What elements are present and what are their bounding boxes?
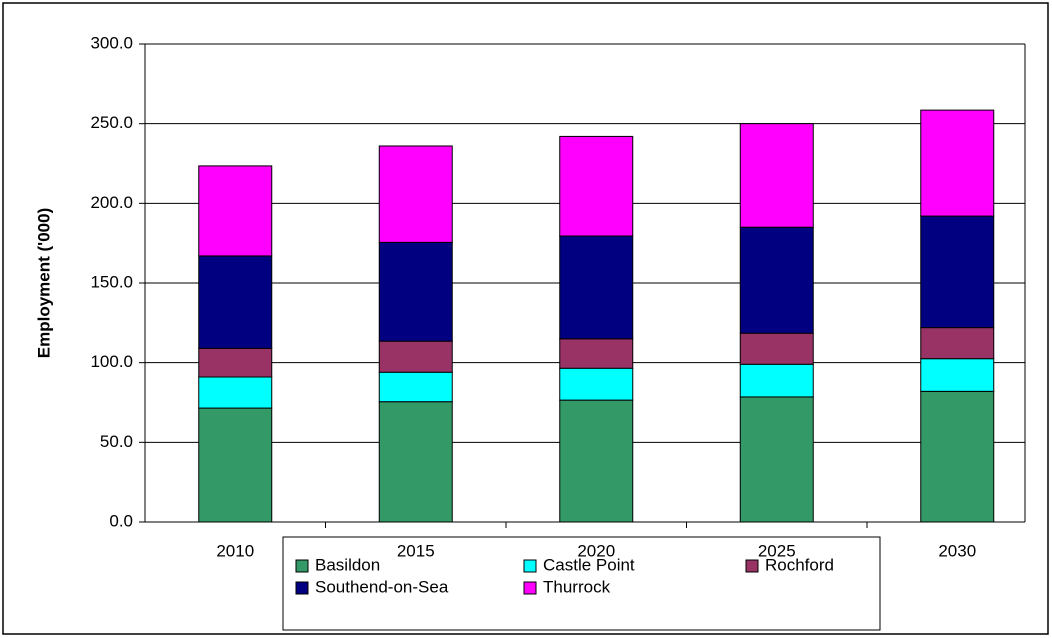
bar-segment	[198, 165, 273, 257]
bar-segment	[559, 338, 634, 369]
bar-segment	[559, 135, 634, 237]
bar-segment	[920, 215, 995, 329]
bar-segment	[378, 371, 453, 403]
x-tick-label: 2010	[216, 541, 254, 560]
legend	[282, 536, 881, 631]
bar-segment	[739, 226, 814, 334]
y-tick-label: 300.0	[90, 33, 133, 52]
legend-label: Castle Point	[543, 555, 635, 574]
y-tick-label: 150.0	[90, 272, 133, 291]
bar-segment	[739, 123, 814, 228]
y-tick-label: 200.0	[90, 193, 133, 212]
legend-label: Thurrock	[543, 577, 611, 596]
bar-segment	[198, 407, 273, 523]
y-tick-label: 50.0	[100, 432, 133, 451]
bar-segment	[378, 401, 453, 523]
bar-segment	[920, 358, 995, 392]
x-tick-label: 2020	[577, 541, 615, 560]
legend-swatch	[523, 559, 537, 573]
x-tick-label: 2025	[758, 541, 796, 560]
bar-segment	[920, 390, 995, 523]
bar-segment	[920, 109, 995, 217]
legend-swatch	[295, 559, 309, 573]
y-tick-label: 250.0	[90, 113, 133, 132]
bar-segment	[739, 332, 814, 365]
bar-segment	[198, 255, 273, 349]
y-tick-label: 0.0	[109, 511, 133, 530]
legend-label: Southend-on-Sea	[315, 577, 449, 596]
bar-segment	[378, 340, 453, 373]
bar-segment	[739, 396, 814, 523]
y-tick-label: 100.0	[90, 352, 133, 371]
legend-swatch	[745, 559, 759, 573]
legend-label: Rochford	[765, 555, 834, 574]
bar-segment	[559, 399, 634, 523]
legend-swatch	[295, 581, 309, 595]
bar-segment	[559, 367, 634, 401]
bar-segment	[378, 145, 453, 243]
x-tick-label: 2015	[397, 541, 435, 560]
bar-segment	[198, 347, 273, 378]
bar-segment	[739, 363, 814, 398]
legend-swatch	[523, 581, 537, 595]
bar-segment	[920, 327, 995, 360]
bar-segment	[559, 235, 634, 340]
bar-segment	[198, 376, 273, 409]
y-axis-label: Employment ('000)	[34, 208, 53, 358]
bar-segment	[378, 241, 453, 342]
legend-label: Basildon	[315, 555, 380, 574]
x-tick-label: 2030	[938, 541, 976, 560]
